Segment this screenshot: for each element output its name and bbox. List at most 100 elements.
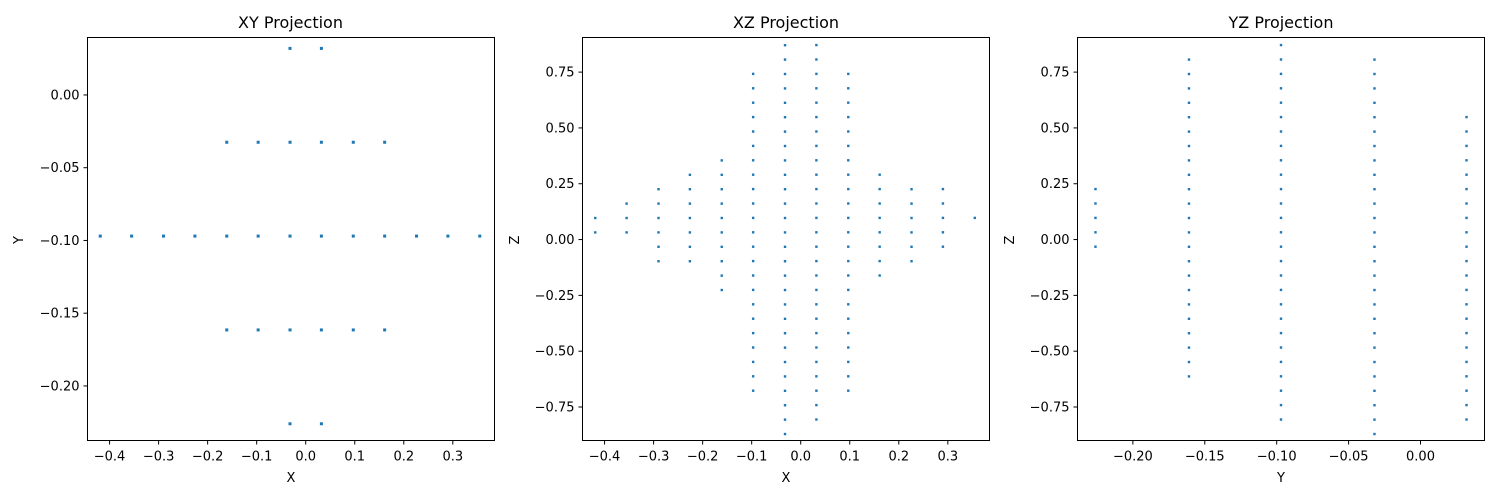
xz-x-tick-label: 0.1 bbox=[839, 450, 860, 465]
xz-data-point bbox=[815, 216, 818, 220]
xz-data-point bbox=[720, 260, 723, 263]
xz-data-point bbox=[815, 187, 818, 191]
xz-data-point bbox=[910, 231, 913, 234]
yz-data-point bbox=[1279, 317, 1283, 320]
yz-y-tick-label: 0.75 bbox=[1041, 66, 1070, 81]
yz-data-point bbox=[1373, 303, 1376, 306]
xz-data-point bbox=[815, 259, 818, 263]
xz-data-point bbox=[783, 245, 787, 249]
yz-data-point bbox=[1279, 159, 1283, 162]
xz-data-point bbox=[783, 303, 787, 306]
xz-data-point bbox=[720, 159, 723, 162]
yz-data-point bbox=[1279, 259, 1283, 263]
xz-data-point bbox=[625, 202, 628, 205]
xz-data-point bbox=[847, 72, 850, 76]
xz-data-point bbox=[783, 375, 787, 378]
xz-data-point bbox=[688, 202, 692, 205]
xz-data-point bbox=[910, 245, 913, 249]
xz-data-point bbox=[751, 389, 755, 392]
xz-data-point bbox=[815, 43, 818, 47]
xy-x-tick-label: 0.1 bbox=[344, 450, 365, 465]
xz-data-point bbox=[815, 245, 818, 248]
xz-y-tick-label: −0.25 bbox=[535, 289, 575, 304]
xz-data-point bbox=[720, 274, 723, 277]
xz-data-point bbox=[783, 332, 787, 335]
yz-data-point bbox=[1373, 360, 1376, 364]
xz-data-point bbox=[878, 259, 881, 263]
yz-data-point bbox=[1279, 202, 1283, 205]
xy-data-point bbox=[288, 234, 292, 238]
xz-data-point bbox=[625, 231, 628, 234]
xz-data-point bbox=[847, 159, 850, 162]
xz-y-tick-label: −0.50 bbox=[535, 345, 575, 360]
xy-data-point bbox=[288, 422, 292, 426]
xz-data-point bbox=[751, 317, 755, 320]
yz-data-point bbox=[1465, 288, 1468, 292]
xz-x-tick-label: −0.1 bbox=[736, 450, 768, 465]
yz-data-point bbox=[1279, 288, 1283, 292]
xz-data-point bbox=[751, 288, 755, 292]
xz-x-axis-label: X bbox=[782, 471, 791, 486]
yz-data-point bbox=[1465, 187, 1468, 191]
yz-data-point bbox=[1187, 245, 1191, 249]
xz-data-point bbox=[941, 187, 945, 191]
yz-y-axis-label: Z bbox=[1003, 235, 1018, 244]
xz-data-point bbox=[783, 72, 787, 76]
xz-data-point bbox=[783, 346, 787, 349]
xz-data-point bbox=[847, 231, 850, 234]
yz-data-point bbox=[1094, 202, 1097, 205]
xy-x-tick-label: −0.2 bbox=[192, 450, 224, 465]
xy-data-point bbox=[319, 234, 323, 238]
yz-data-point bbox=[1465, 231, 1468, 234]
yz-data-point bbox=[1465, 331, 1468, 335]
xy-x-tick-label: 0.0 bbox=[295, 450, 316, 465]
xz-data-point bbox=[720, 288, 723, 292]
xz-data-point bbox=[783, 188, 787, 191]
yz-data-point bbox=[1279, 375, 1283, 378]
xz-data-point bbox=[815, 274, 818, 277]
xz-data-point bbox=[783, 432, 787, 436]
xy-x-tick-label: 0.2 bbox=[393, 450, 414, 465]
yz-data-point bbox=[1373, 404, 1376, 407]
yz-data-point bbox=[1187, 346, 1191, 349]
xz-data-point bbox=[751, 101, 755, 104]
xz-x-tick-label: 0.3 bbox=[937, 450, 958, 465]
xy-y-axis-label: Y bbox=[12, 236, 27, 245]
xz-data-point bbox=[878, 245, 881, 248]
yz-data-point bbox=[1373, 332, 1376, 335]
xz-y-tick-label: 0.25 bbox=[546, 177, 575, 192]
yz-data-point bbox=[1373, 173, 1376, 177]
yz-data-point bbox=[1187, 202, 1191, 205]
yz-data-point bbox=[1465, 360, 1468, 364]
xy-x-axis-label: X bbox=[287, 471, 296, 486]
xz-data-point bbox=[878, 187, 881, 191]
xz-y-tick-label: 0.00 bbox=[546, 233, 575, 248]
yz-data-point bbox=[1373, 418, 1376, 421]
xz-data-point bbox=[688, 245, 692, 249]
xz-data-point bbox=[910, 216, 913, 220]
yz-data-point bbox=[1465, 159, 1468, 162]
xz-data-point bbox=[783, 231, 787, 234]
yz-data-point bbox=[1279, 115, 1283, 119]
xz-data-point bbox=[815, 317, 818, 320]
yz-data-point bbox=[1373, 72, 1376, 76]
xz-data-point bbox=[878, 274, 881, 277]
xy-y-tick-label: −0.15 bbox=[40, 307, 80, 322]
yz-data-point bbox=[1279, 187, 1283, 191]
xy-data-point bbox=[446, 234, 450, 238]
yz-y-tick-label: −0.25 bbox=[1030, 289, 1070, 304]
xz-data-point bbox=[941, 231, 945, 234]
xy-y-tick-label: −0.10 bbox=[40, 234, 80, 249]
yz-data-point bbox=[1187, 144, 1191, 148]
xz-y-tick-label: −0.75 bbox=[535, 401, 575, 416]
yz-data-point bbox=[1373, 58, 1376, 61]
yz-data-point bbox=[1373, 144, 1376, 148]
xz-x-tick-label: 0.0 bbox=[790, 450, 811, 465]
yz-data-point bbox=[1279, 231, 1283, 234]
yz-data-point bbox=[1373, 260, 1376, 263]
yz-data-point bbox=[1187, 216, 1191, 220]
xz-data-point bbox=[815, 202, 818, 205]
xz-x-tick-label: 0.2 bbox=[888, 450, 909, 465]
yz-axes: −0.20 −0.15 −0.10 −0.05 0.00 0.75 0.50 0.25 0.00… bbox=[1030, 66, 1435, 465]
yz-data-point bbox=[1465, 389, 1468, 392]
